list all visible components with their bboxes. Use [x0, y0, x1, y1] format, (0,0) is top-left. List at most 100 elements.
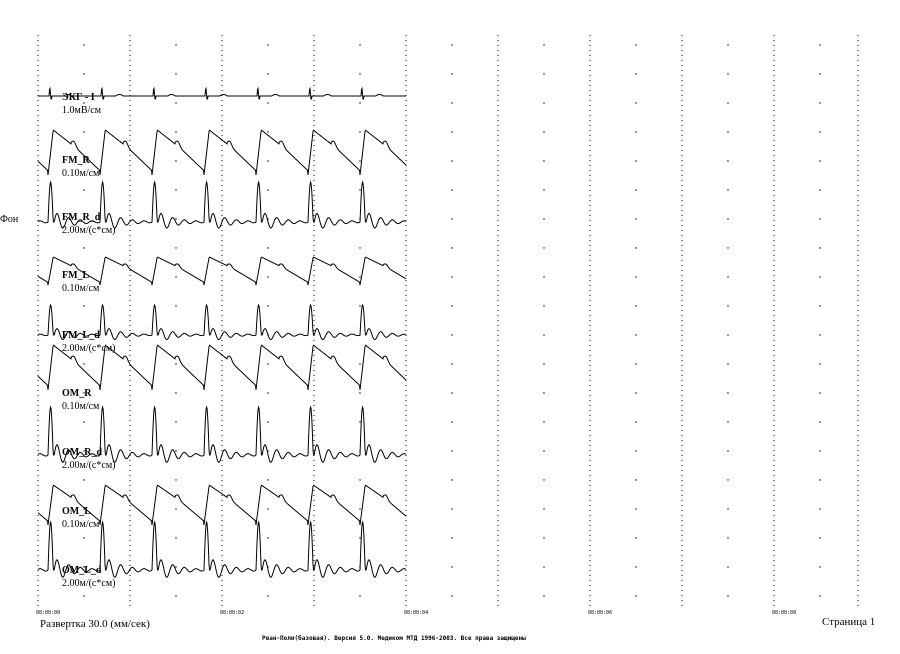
- grid-dot: [267, 537, 269, 539]
- grid-dot: [635, 566, 637, 568]
- grid-dot: [267, 421, 269, 423]
- grid-dot: [819, 421, 821, 423]
- grid-dot: [819, 44, 821, 46]
- grid-dot: [359, 595, 361, 597]
- waveform: [37, 256, 407, 286]
- grid-dot: [727, 73, 729, 75]
- grid-dot: [83, 566, 85, 568]
- grid-dot: [543, 392, 545, 394]
- grid-dot: [451, 363, 453, 365]
- grid-dot: [727, 102, 729, 104]
- grid-dot: [819, 392, 821, 394]
- waveform: [37, 129, 407, 176]
- channel-name: FM_R_d: [62, 212, 101, 223]
- grid-dot: [83, 218, 85, 220]
- grid-dot: [175, 508, 177, 510]
- grid-dot: [267, 508, 269, 510]
- grid-dot: [819, 537, 821, 539]
- grid-dot: [543, 276, 545, 278]
- grid-dot: [83, 450, 85, 452]
- grid-dot: [543, 44, 545, 46]
- channel-name: OM_R: [62, 388, 92, 399]
- grid-dot: [451, 160, 453, 162]
- grid-dot: [727, 218, 729, 220]
- grid-dot: [819, 160, 821, 162]
- grid-dot: [451, 131, 453, 133]
- channel-name: FM_R: [62, 155, 91, 166]
- grid-dot: [359, 189, 361, 191]
- grid-dot: [543, 479, 545, 481]
- channel-name: FM_L: [62, 270, 90, 281]
- grid-dot: [819, 508, 821, 510]
- grid-dot: [175, 102, 177, 104]
- time-mark: 00:00:02: [220, 610, 244, 616]
- grid-dot: [727, 189, 729, 191]
- grid-dot: [727, 450, 729, 452]
- grid-dot: [543, 450, 545, 452]
- grid-dot: [543, 421, 545, 423]
- grid-dot: [819, 566, 821, 568]
- grid-dot: [543, 566, 545, 568]
- grid-dot: [359, 363, 361, 365]
- grid-dot: [359, 537, 361, 539]
- grid-dot: [175, 73, 177, 75]
- grid-dot: [175, 479, 177, 481]
- channel-name: ЭКГ - I: [62, 92, 95, 103]
- grid-dot: [83, 595, 85, 597]
- channel-name: OM_L: [62, 506, 91, 517]
- grid-dot: [451, 450, 453, 452]
- grid-dot: [83, 508, 85, 510]
- grid-dot: [175, 305, 177, 307]
- grid-dot: [543, 595, 545, 597]
- grid-dot: [543, 218, 545, 220]
- grid-dot: [175, 595, 177, 597]
- grid-dot: [359, 131, 361, 133]
- grid-dot: [543, 189, 545, 191]
- time-mark: 00:00:04: [404, 610, 428, 616]
- page-number: Страница 1: [822, 616, 875, 628]
- grid-dot: [83, 305, 85, 307]
- grid-dot: [83, 479, 85, 481]
- grid-dot: [359, 508, 361, 510]
- grid-dot: [175, 566, 177, 568]
- grid-dot: [451, 508, 453, 510]
- channel-scale: 0.10м/см: [62, 283, 100, 294]
- grid-dot: [635, 160, 637, 162]
- grid-dot: [359, 421, 361, 423]
- grid-dot: [543, 305, 545, 307]
- grid-dot: [819, 479, 821, 481]
- grid-dot: [267, 131, 269, 133]
- grid-dot: [83, 131, 85, 133]
- grid-dot: [819, 334, 821, 336]
- grid-dot: [451, 189, 453, 191]
- waveform: [37, 405, 407, 463]
- grid-dot: [83, 421, 85, 423]
- grid-dot: [635, 73, 637, 75]
- channel-name: FM_L_d: [62, 330, 100, 341]
- grid-dot: [175, 189, 177, 191]
- grid-dot: [359, 479, 361, 481]
- grid-dot: [635, 44, 637, 46]
- grid-dot: [175, 44, 177, 46]
- grid-dot: [543, 508, 545, 510]
- grid-dot: [359, 44, 361, 46]
- grid-dot: [727, 131, 729, 133]
- grid-dot: [83, 247, 85, 249]
- grid-dot: [359, 102, 361, 104]
- grid-dot: [727, 334, 729, 336]
- grid-dot: [543, 73, 545, 75]
- grid-dot: [635, 305, 637, 307]
- grid-dot: [451, 566, 453, 568]
- grid-dot: [727, 363, 729, 365]
- grid-dot: [267, 102, 269, 104]
- grid-dot: [635, 479, 637, 481]
- waveform: [37, 344, 407, 391]
- channel-scale: 2.00м/(с*см): [62, 578, 115, 589]
- grid-dot: [451, 305, 453, 307]
- copyright: Реан-Поли(базовая). Версия 5.0. Медиком …: [262, 635, 526, 642]
- grid-dot: [451, 334, 453, 336]
- grid-dot: [819, 450, 821, 452]
- grid-dot: [819, 189, 821, 191]
- grid-dot: [635, 450, 637, 452]
